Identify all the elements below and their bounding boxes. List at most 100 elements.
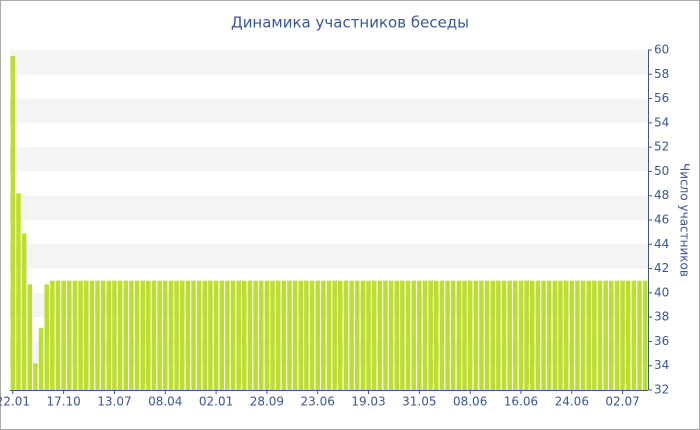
bar [496, 280, 501, 390]
bar [450, 280, 456, 390]
bar [428, 280, 433, 390]
bar [264, 280, 270, 390]
bar [603, 280, 608, 390]
bar [439, 280, 445, 390]
bar [95, 280, 100, 390]
bar [292, 280, 298, 390]
bar [67, 280, 72, 390]
bar [304, 280, 309, 390]
bar [484, 280, 490, 390]
bar [507, 280, 512, 390]
bar [445, 280, 450, 390]
bar [586, 280, 591, 390]
bar [422, 280, 428, 390]
bar [225, 280, 230, 390]
bar [236, 280, 241, 390]
bar [479, 280, 484, 390]
bar [490, 280, 495, 390]
x-tick-label: 19.03 [351, 395, 385, 409]
bar [38, 328, 44, 390]
bar [50, 280, 55, 390]
bar [219, 280, 224, 390]
bar [83, 280, 89, 390]
x-tick-label: 24.06 [555, 395, 589, 409]
bar [157, 280, 162, 390]
y-tick-label: 50 [654, 164, 669, 178]
bar [151, 280, 157, 390]
bar [332, 280, 337, 390]
bar [298, 280, 304, 390]
x-tick-label: 23.06 [301, 395, 335, 409]
bar [309, 280, 315, 390]
grid-band [10, 98, 648, 123]
bar [213, 280, 219, 390]
bar [72, 280, 78, 390]
bar [580, 280, 586, 390]
x-tick-label: 17.10 [46, 395, 80, 409]
bar [467, 280, 473, 390]
bar [163, 280, 168, 390]
bar [247, 280, 253, 390]
grid-band [10, 195, 648, 220]
bar [411, 280, 416, 390]
bar [185, 280, 191, 390]
bar [174, 280, 179, 390]
y-tick-label: 34 [654, 358, 669, 372]
x-tick-label: 08.04 [148, 395, 182, 409]
bar [518, 280, 524, 390]
bar [78, 280, 83, 390]
x-tick-label: 16.06 [504, 395, 538, 409]
y-tick-label: 56 [654, 91, 669, 105]
bar [55, 280, 61, 390]
y-tick-label: 40 [654, 285, 669, 299]
bar [179, 280, 185, 390]
bar [140, 280, 145, 390]
bar [473, 280, 479, 390]
bar [558, 280, 563, 390]
bar [552, 280, 558, 390]
bar [513, 280, 518, 390]
y-tick-label: 42 [654, 261, 669, 275]
y-tick-label: 46 [654, 213, 669, 227]
bar [360, 280, 366, 390]
bar [191, 280, 196, 390]
y-tick-label: 36 [654, 334, 669, 348]
bar [315, 280, 320, 390]
bar [400, 280, 405, 390]
bar [394, 280, 400, 390]
bar [592, 280, 597, 390]
bar [123, 280, 129, 390]
bar [620, 280, 625, 390]
bar [535, 280, 541, 390]
bar [569, 280, 575, 390]
bar [21, 233, 27, 390]
x-tick-label: 31.05 [402, 395, 436, 409]
bar [33, 363, 38, 390]
bar [10, 56, 16, 390]
grid-band [10, 50, 648, 75]
bar [575, 280, 580, 390]
chart-title: Динамика участников беседы [231, 14, 469, 32]
x-tick-label: 13.07 [97, 395, 131, 409]
bar [117, 280, 123, 390]
bar [377, 280, 383, 390]
bar [625, 280, 631, 390]
y-tick-label: 58 [654, 67, 669, 81]
bar [134, 280, 140, 390]
bar [388, 280, 394, 390]
bar [208, 280, 213, 390]
bar [202, 280, 208, 390]
bar [326, 280, 332, 390]
bar [642, 280, 648, 390]
y-tick-label: 32 [654, 383, 669, 397]
bar [168, 280, 174, 390]
y-tick-label: 38 [654, 310, 669, 324]
bar [529, 280, 535, 390]
bar [456, 280, 462, 390]
bar [637, 280, 642, 390]
bar [258, 280, 264, 390]
x-tick-label: 08.06 [453, 395, 487, 409]
bar [270, 280, 275, 390]
bar [501, 280, 507, 390]
